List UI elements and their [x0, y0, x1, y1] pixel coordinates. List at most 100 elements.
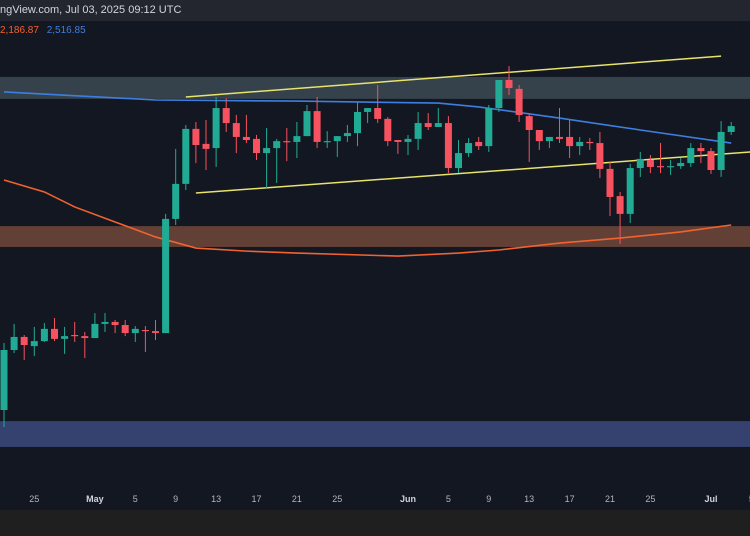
candle-body [525, 116, 533, 130]
candle-body [242, 136, 250, 140]
candle-body [495, 80, 503, 109]
candle-body [687, 148, 695, 164]
candle-body [424, 123, 432, 127]
source-timestamp: ngView.com, Jul 03, 2025 09:12 UTC [0, 4, 182, 16]
x-tick-label: Jun [399, 494, 417, 504]
candle-body [586, 141, 594, 144]
candle-body [222, 108, 230, 124]
x-tick-label: 9 [173, 494, 179, 504]
candle-body [91, 323, 99, 339]
x-tick-label: 5 [749, 494, 750, 504]
candle-body [434, 123, 442, 127]
candle-body [677, 163, 685, 167]
candle-body [566, 136, 574, 147]
x-tick-label: 13 [524, 494, 535, 504]
candle-body [212, 108, 220, 149]
candle-body [61, 336, 69, 339]
candle-body [404, 138, 412, 142]
bottom-strip [0, 510, 750, 536]
candle-body [384, 118, 392, 142]
candle-body [71, 335, 79, 337]
candle-body [505, 80, 513, 89]
moving-average-line-1 [3, 179, 732, 257]
x-tick-label: May [86, 494, 104, 504]
candle-body [152, 331, 159, 334]
candle-body [192, 128, 200, 145]
candle-body [253, 138, 260, 154]
candle-body [293, 136, 301, 142]
x-tick-label: Jul [704, 494, 718, 504]
candle-body [232, 123, 240, 137]
candle-body [323, 141, 331, 143]
candle-body [354, 111, 361, 134]
ma-legend: 2,186.87 2,516.85 [0, 25, 91, 36]
candle-body [606, 168, 614, 197]
header-bar: ngView.com, Jul 03, 2025 09:12 UTC [0, 0, 750, 21]
ma-200-value: 2,186.87 [0, 25, 39, 36]
candle-body [51, 328, 58, 339]
ma-100-value: 2,516.85 [46, 25, 86, 36]
candle-body [535, 130, 543, 142]
time-axis[interactable]: 25 May 5 9 13 17 21 25 Jun 5 9 13 17 21 25 Jul 5 [0, 488, 750, 510]
x-tick-label: 21 [291, 494, 302, 504]
candle-body [646, 160, 654, 167]
candle-body [81, 336, 89, 339]
candle-body [141, 330, 149, 332]
x-tick-label: 17 [251, 494, 262, 504]
candle-body [111, 321, 119, 325]
candle-body [626, 168, 634, 214]
candle-body [707, 151, 715, 170]
candle-body [303, 111, 311, 137]
candle-body [333, 136, 341, 142]
candle-body [394, 140, 402, 142]
candle-body [556, 136, 563, 139]
candle-body [121, 325, 129, 334]
candle-body [667, 166, 675, 168]
candle-body [202, 143, 210, 149]
candle-body [313, 111, 321, 142]
candle-body [485, 108, 493, 147]
candle-body [10, 336, 18, 350]
candle-body [455, 153, 462, 169]
candle-body [616, 196, 624, 214]
candle-body [657, 166, 664, 168]
x-tick-label: 13 [211, 494, 222, 504]
candle-body [182, 128, 190, 184]
candle-body [596, 143, 604, 169]
candle-body [364, 108, 372, 112]
candle-body [162, 218, 170, 334]
candle-body [475, 141, 483, 147]
candle-body [20, 336, 28, 345]
x-tick-label: 5 [445, 494, 451, 504]
trendline-0 [185, 55, 722, 98]
candle-body [576, 141, 584, 147]
candle-body [374, 108, 382, 119]
candle-body [465, 143, 473, 154]
candle-body [444, 123, 452, 169]
price-chart[interactable] [0, 21, 750, 488]
zone-0 [0, 76, 750, 99]
candle-body [343, 133, 351, 137]
candle-body [697, 148, 705, 152]
x-tick-label: 9 [486, 494, 492, 504]
candle-body [30, 341, 38, 347]
candle-body [545, 136, 553, 142]
candle-body [40, 328, 48, 342]
candle-body [131, 328, 139, 334]
candle-body [273, 141, 281, 149]
candle-body [172, 183, 180, 219]
candle-body [636, 158, 644, 169]
x-tick-label: 25 [645, 494, 656, 504]
candle-body [101, 321, 109, 324]
candle-body [283, 141, 291, 143]
candle-body [717, 131, 725, 170]
candle-body [414, 123, 422, 139]
candle-body [0, 350, 8, 410]
x-tick-label: 17 [564, 494, 575, 504]
moving-average-line-0 [3, 91, 732, 144]
trendline-1 [195, 151, 750, 194]
x-tick-label: 21 [604, 494, 616, 504]
x-tick-label: 5 [132, 494, 138, 504]
candle-body [727, 126, 735, 132]
x-tick-label: 25 [332, 494, 343, 504]
